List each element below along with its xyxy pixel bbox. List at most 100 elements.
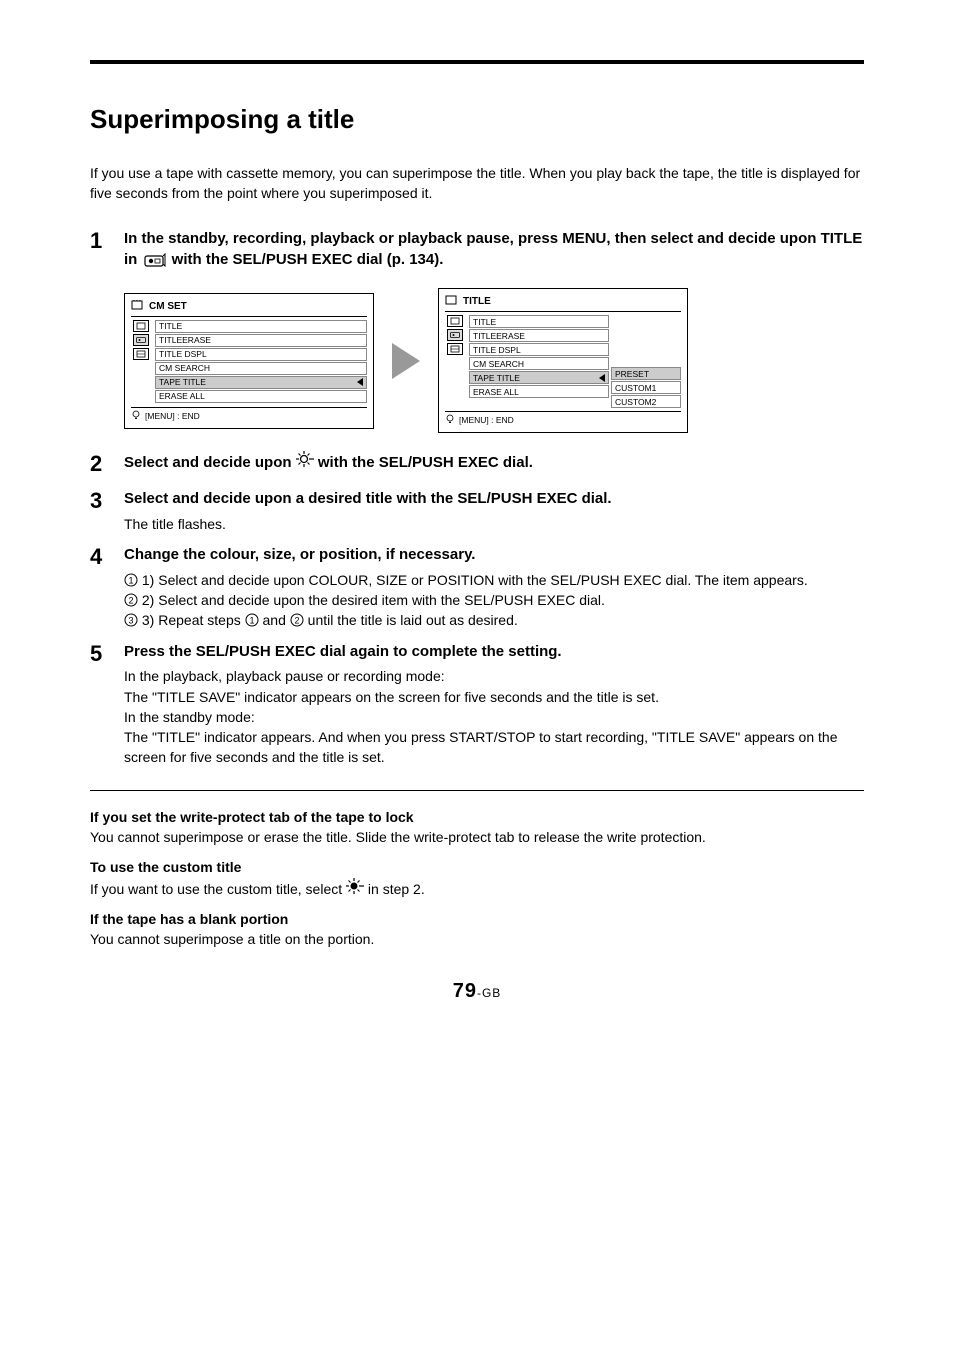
page-title: Superimposing a title: [90, 104, 864, 135]
circled-1-icon: 1: [124, 572, 138, 588]
step-4: 4 Change the colour, size, or position, …: [90, 544, 864, 631]
menu-row: TITLEERASE: [155, 334, 367, 347]
note-1-heading: If you set the write-protect tab of the …: [90, 809, 414, 825]
step-4-sub3: 3 3) Repeat steps 1 and 2 until the titl…: [124, 610, 864, 630]
step-5-title: Press the SEL/PUSH EXEC dial again to co…: [124, 641, 864, 663]
bulb-icon: [445, 414, 455, 426]
menu-right: TITLE TITLE TITLEERASE TITLE DSPL CM SEA…: [438, 288, 688, 433]
step-2-title: Select and decide upon with the SEL/PUSH…: [124, 451, 864, 474]
tab-icon-1: [133, 320, 149, 332]
svg-text:2: 2: [128, 595, 133, 605]
page-number-suffix: -GB: [477, 986, 501, 1000]
menu-row: ERASE ALL: [469, 385, 609, 398]
step-number: 3: [90, 488, 124, 534]
menu-row: TITLE DSPL: [155, 348, 367, 361]
menu-footer-text: [MENU] : END: [145, 411, 200, 421]
step-1: 1 In the standby, recording, playback or…: [90, 228, 864, 279]
circled-2-icon: 2: [124, 592, 138, 608]
circled-3-icon: 3: [124, 612, 138, 628]
step-5: 5 Press the SEL/PUSH EXEC dial again to …: [90, 641, 864, 768]
page-number-value: 79: [453, 980, 477, 1002]
step-1-title: In the standby, recording, playback or p…: [124, 228, 864, 275]
step-5-line2b: The "TITLE" indicator appears. And when …: [124, 727, 864, 768]
tab-icon-2-selected: [447, 329, 463, 341]
step-3: 3 Select and decide upon a desired title…: [90, 488, 864, 534]
step-number: 5: [90, 641, 124, 768]
menu-row: ERASE ALL: [155, 390, 367, 403]
step-4-sub2: 2 2) Select and decide upon the desired …: [124, 590, 864, 610]
svg-text:1: 1: [249, 616, 254, 626]
note-3-body: You cannot superimpose a title on the po…: [90, 931, 374, 947]
menu-left-tabs: [131, 320, 151, 404]
top-rule: [90, 60, 864, 64]
note-1-heading-text: If you set the write-protect tab of the …: [90, 809, 414, 825]
svg-text:1: 1: [128, 575, 133, 585]
circled-2-icon: 2: [290, 612, 304, 628]
step-4-sub1-text: 1) Select and decide upon COLOUR, SIZE o…: [142, 572, 808, 588]
step-5-line2: In the standby mode:: [124, 707, 864, 727]
tab-icon-2-selected: [133, 334, 149, 346]
menu-right-tabs: [445, 315, 465, 408]
tab-icon-1: [447, 315, 463, 327]
selector-arrow-icon: [357, 378, 363, 386]
menu-left: CM SET TITLE TITLEERASE TITLE DSPL CM SE…: [124, 293, 374, 429]
menu-row-highlighted: TAPE TITLE: [155, 376, 367, 389]
note-2-body-pre: If you want to use the custom title, sel…: [90, 881, 346, 897]
page-number: 79-GB: [90, 980, 864, 1003]
svg-text:2: 2: [294, 616, 299, 626]
submenu-option: PRESET: [611, 367, 681, 380]
menu-right-rows: TITLE TITLEERASE TITLE DSPL CM SEARCH TA…: [469, 315, 609, 408]
step-number: 4: [90, 544, 124, 631]
title-preset-hollow-icon: [296, 454, 318, 471]
menu-row: TITLE: [155, 320, 367, 333]
note-2-heading: To use the custom title: [90, 859, 241, 875]
step-5-line1: In the playback, playback pause or recor…: [124, 666, 864, 686]
tab-icon-3: [447, 343, 463, 355]
section-rule: [90, 790, 864, 791]
menu-left-header: CM SET: [131, 300, 367, 317]
step-4-sub3-mid: and: [263, 612, 290, 628]
menu-footer-text: [MENU] : END: [459, 415, 514, 425]
submenu-option: CUSTOM2: [611, 395, 681, 408]
cassette-memory-icon: [144, 254, 170, 271]
lead-paragraph: If you use a tape with cassette memory, …: [90, 163, 864, 204]
submenu-option: CUSTOM1: [611, 381, 681, 394]
step-1-text-post: with the SEL/PUSH EXEC dial (p. 134).: [172, 251, 444, 268]
menu-row: CM SEARCH: [469, 357, 609, 370]
menu-row: CM SEARCH: [155, 362, 367, 375]
step-4-sub2-text: 2) Select and decide upon the desired it…: [142, 592, 605, 608]
step-3-title: Select and decide upon a desired title w…: [124, 488, 864, 510]
menu-right-footer: [MENU] : END: [445, 411, 681, 426]
step-3-body: The title flashes.: [124, 514, 864, 534]
menu-left-rows: TITLE TITLEERASE TITLE DSPL CM SEARCH TA…: [155, 320, 367, 404]
memory-chip-icon: [445, 295, 457, 308]
menu-row: TITLEERASE: [469, 329, 609, 342]
menu-left-title: CM SET: [149, 301, 187, 312]
menu-right-header: TITLE: [445, 295, 681, 312]
step-2: 2 Select and decide upon with the SEL/PU…: [90, 451, 864, 478]
note-1-body: You cannot superimpose or erase the titl…: [90, 829, 706, 845]
bulb-icon: [131, 410, 141, 422]
step-2-text-pre: Select and decide upon: [124, 454, 296, 471]
menu-illustration: CM SET TITLE TITLEERASE TITLE DSPL CM SE…: [124, 288, 864, 433]
note-3: If the tape has a blank portion You cann…: [90, 909, 864, 950]
selector-arrow-icon: [599, 374, 605, 382]
tab-icon-3: [133, 348, 149, 360]
menu-row: TITLE: [469, 315, 609, 328]
title-custom-solid-icon: [346, 881, 368, 897]
step-4-title: Change the colour, size, or position, if…: [124, 544, 864, 566]
step-4-sub1: 1 1) Select and decide upon COLOUR, SIZE…: [124, 570, 864, 590]
note-3-heading: If the tape has a blank portion: [90, 911, 288, 927]
transition-arrow-icon: [392, 343, 420, 379]
memory-chip-icon: [131, 300, 143, 313]
step-4-sub3-pre: 3) Repeat steps: [142, 612, 245, 628]
svg-text:3: 3: [128, 616, 133, 626]
step-2-text-post: with the SEL/PUSH EXEC dial.: [318, 454, 533, 471]
step-4-sub3-post: until the title is laid out as desired.: [308, 612, 518, 628]
step-number: 2: [90, 451, 124, 478]
circled-1-icon: 1: [245, 612, 259, 628]
submenu-popup: PRESET CUSTOM1 CUSTOM2: [611, 367, 681, 408]
note-2-body-post: in step 2.: [368, 881, 425, 897]
step-5-line1b: The "TITLE SAVE" indicator appears on th…: [124, 687, 864, 707]
note-1: If you set the write-protect tab of the …: [90, 807, 864, 848]
